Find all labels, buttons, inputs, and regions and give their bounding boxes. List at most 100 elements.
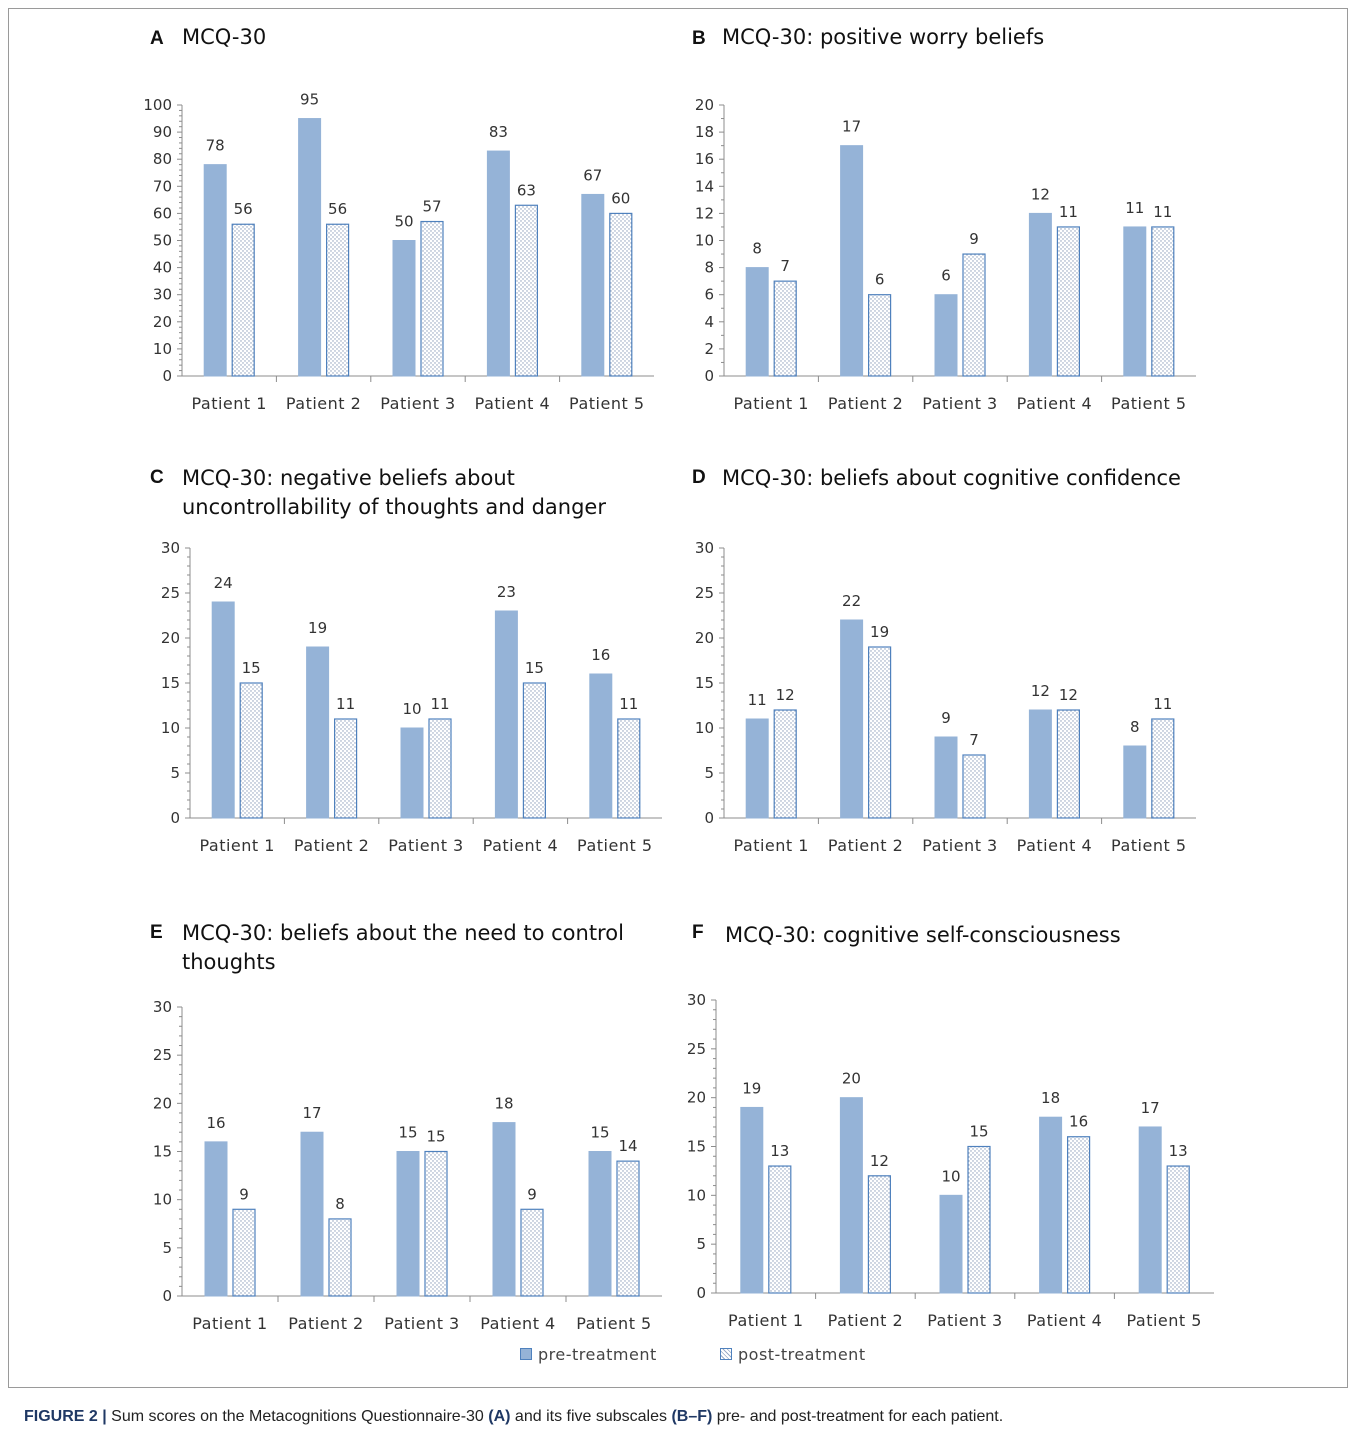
panel-f-bar-post	[1066, 1136, 1091, 1294]
panel-e-x-tick-label: Patient 4	[480, 1314, 555, 1333]
panel-a-y-tick-label: 10	[153, 340, 172, 358]
panel-f-bar-post	[967, 1145, 991, 1294]
panel-a-data-label-post: 60	[611, 189, 630, 207]
panel-e-bar-pre	[300, 1131, 324, 1297]
panel-e-data-label-pre: 16	[206, 1114, 225, 1132]
panel-c-data-label-pre: 10	[402, 700, 421, 718]
panel-b-x-tick-label: Patient 2	[828, 394, 903, 413]
panel-a-bar-pre	[298, 118, 322, 377]
panel-d-bar-pre	[840, 619, 864, 819]
panel-e-bar-pre	[204, 1141, 228, 1297]
panel-a-y-tick-label: 50	[153, 232, 172, 250]
panel-f-bar-pre	[939, 1194, 963, 1294]
panel-e-bar-pre	[396, 1151, 420, 1297]
panel-f-x-tick-label: Patient 5	[1126, 1311, 1201, 1330]
panel-a-y-tick-label: 60	[153, 204, 172, 222]
panel-e-y-tick-label: 5	[162, 1239, 172, 1257]
legend-pre-swatch	[520, 1348, 532, 1360]
panel-d-bar-post	[1056, 709, 1081, 819]
panel-a-data-label-pre: 67	[583, 166, 602, 184]
panel-f-data-label-pre: 19	[742, 1079, 761, 1097]
panel-c-bar-pre	[306, 646, 330, 819]
panel-b-y-tick-label: 8	[704, 259, 714, 277]
panel-a-bar-post	[514, 204, 539, 377]
panel-e-x-tick-label: Patient 5	[576, 1314, 651, 1333]
panel-c-bar-post	[617, 718, 641, 819]
panel-a-title-line: MCQ-30	[182, 25, 266, 49]
panel-e-data-label-post: 9	[239, 1185, 249, 1203]
panel-b-y-tick-label: 18	[695, 123, 714, 141]
panel-a-y-tick-label: 80	[153, 150, 172, 168]
panel-f-y-tick-label: 10	[687, 1186, 706, 1204]
panel-a-bar-pre	[486, 150, 510, 377]
panel-f-bar-pre	[740, 1106, 764, 1294]
panel-c-y-tick-label: 15	[161, 674, 180, 692]
panel-f-data-label-post: 13	[770, 1142, 789, 1160]
panel-b-y-tick-label: 6	[704, 286, 714, 304]
panel-b-bar-pre	[1123, 226, 1147, 377]
panel-e-x-tick-label: Patient 2	[288, 1314, 363, 1333]
panel-c-title-line: uncontrollability of thoughts and danger	[182, 495, 606, 519]
panel-a-x-tick-label: Patient 4	[475, 394, 550, 413]
panel-b-y-tick-label: 4	[704, 313, 714, 331]
panel-e-data-label-pre: 18	[494, 1095, 513, 1113]
panel-d-letter: D	[692, 467, 706, 488]
panel-a-bar-post	[420, 220, 444, 377]
panel-e-data-label-post: 9	[527, 1185, 537, 1203]
panel-b-bar-pre	[934, 294, 958, 377]
panel-a-data-label-pre: 50	[394, 213, 413, 231]
panel-f-bar-post	[768, 1165, 792, 1294]
panel-d-x-tick-label: Patient 1	[733, 836, 808, 855]
panel-d-data-label-post: 11	[1153, 695, 1172, 713]
panel-f-bar-pre	[1039, 1116, 1063, 1294]
panel-a-bar-post	[609, 212, 633, 377]
panel-d-bar-post	[1151, 718, 1175, 819]
panel-f-bar-post	[1166, 1165, 1190, 1294]
legend-pre-label: pre-treatment	[538, 1345, 657, 1364]
panel-c-bar-post	[428, 718, 452, 819]
panel-f-y-tick-label: 5	[696, 1235, 706, 1253]
panel-c-bar-pre	[400, 727, 424, 819]
panel-b-data-label-pre: 12	[1031, 185, 1050, 203]
caption-text-3: pre- and post-treatment for each patient…	[712, 1408, 1004, 1425]
panel-c-y-tick-label: 5	[170, 764, 180, 782]
panel-c-y-tick-label: 10	[161, 719, 180, 737]
panel-a-data-label-pre: 83	[489, 123, 508, 141]
panel-c-y-tick-label: 20	[161, 629, 180, 647]
panel-d-data-label-pre: 9	[941, 709, 951, 727]
panel-d-bar-post	[867, 646, 892, 819]
panel-e-x-tick-label: Patient 3	[384, 1314, 459, 1333]
panel-c-y-tick-label: 0	[170, 809, 180, 827]
panel-c-x-tick-label: Patient 1	[199, 836, 274, 855]
panel-c-data-label-pre: 16	[591, 646, 610, 664]
caption-ref-1: (A)	[488, 1408, 511, 1425]
panel-b-bar-post	[962, 253, 986, 377]
panel-d-bar-pre	[934, 736, 958, 819]
panel-f-x-tick-label: Patient 2	[828, 1311, 903, 1330]
panel-b-bar-post	[1151, 226, 1175, 377]
panel-d-data-label-pre: 12	[1031, 682, 1050, 700]
panel-f-y-tick-label: 0	[696, 1284, 706, 1302]
panel-b-x-tick-label: Patient 1	[733, 394, 808, 413]
panel-b-data-label-post: 9	[969, 230, 979, 248]
panel-b-bar-pre	[745, 267, 769, 377]
panel-e-y-tick-label: 15	[153, 1143, 172, 1161]
panel-d-y-tick-label: 25	[695, 584, 714, 602]
panel-f-data-label-post: 13	[1169, 1142, 1188, 1160]
panel-e-title-line: MCQ-30: beliefs about the need to contro…	[182, 921, 624, 945]
panel-b-y-tick-label: 0	[704, 367, 714, 385]
panel-d-x-tick-label: Patient 2	[828, 836, 903, 855]
panel-a-y-tick-label: 40	[153, 259, 172, 277]
panel-c-data-label-post: 15	[242, 659, 261, 677]
panel-a-y-tick-label: 100	[143, 96, 172, 114]
panel-b-data-label-pre: 17	[842, 118, 861, 136]
panel-b-y-tick-label: 12	[695, 204, 714, 222]
panel-d-y-tick-label: 15	[695, 674, 714, 692]
panel-a-y-tick-label: 30	[153, 286, 172, 304]
panel-c-bar-post	[522, 682, 547, 819]
panel-b-y-tick-label: 10	[695, 232, 714, 250]
panel-f-bar-pre	[1138, 1126, 1162, 1294]
panel-d-x-tick-label: Patient 5	[1111, 836, 1186, 855]
panel-e-data-label-post: 15	[426, 1128, 445, 1146]
